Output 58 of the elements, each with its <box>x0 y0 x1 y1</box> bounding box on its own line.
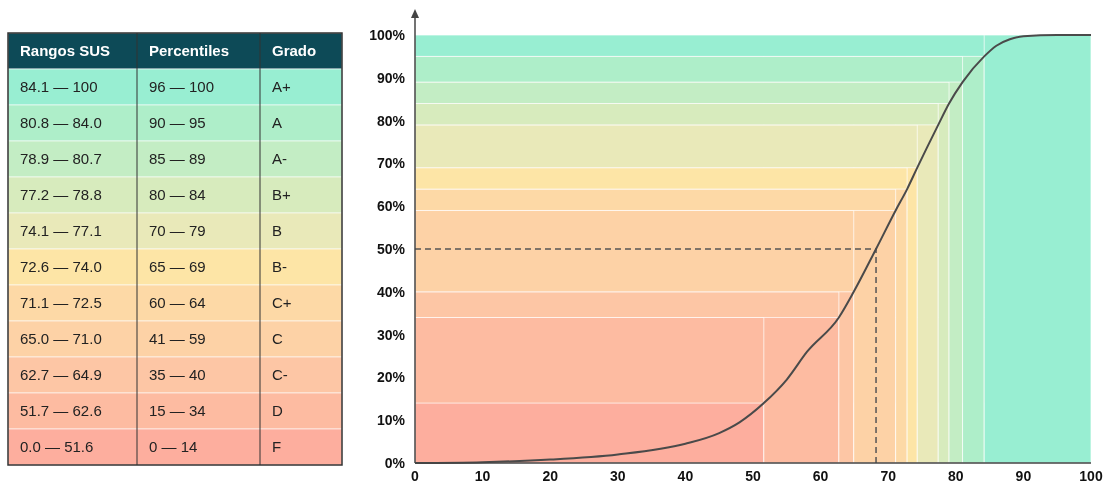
text: 65 — 69 <box>149 258 206 276</box>
text: 80.8 — 84.0 <box>20 114 102 132</box>
text: 90 — 95 <box>149 114 206 132</box>
x-tick-label: 80 <box>948 468 964 484</box>
text: A- <box>272 150 287 168</box>
x-tick-label: 0 <box>411 468 420 484</box>
text: Grado <box>272 42 317 60</box>
text: A <box>272 114 283 132</box>
x-tick-label: 40 <box>677 468 694 484</box>
text: 15 — 34 <box>149 402 206 420</box>
text: 51.7 — 62.6 <box>20 402 102 420</box>
x-tick-label: 60 <box>812 468 829 484</box>
text: C- <box>272 366 288 384</box>
text: B- <box>272 258 287 276</box>
y-tick-label: 70% <box>376 155 406 172</box>
text: 80 — 84 <box>149 186 206 204</box>
text: C+ <box>272 294 292 312</box>
x-tick-label: 90 <box>1015 468 1032 484</box>
text: 72.6 — 74.0 <box>20 258 102 276</box>
x-tick-label: 100 <box>1079 468 1103 484</box>
text: 96 — 100 <box>149 78 215 96</box>
text: 71.1 — 72.5 <box>20 294 102 312</box>
text: 41 — 59 <box>149 330 206 348</box>
text: 77.2 — 78.8 <box>20 186 102 204</box>
text: 0.0 — 51.6 <box>20 438 94 456</box>
y-tick-label: 0% <box>384 454 406 471</box>
text: Percentiles <box>149 42 230 60</box>
y-tick-label: 20% <box>376 369 406 386</box>
y-tick-label: 60% <box>376 198 406 215</box>
y-tick-label: 30% <box>376 326 406 343</box>
text: 62.7 — 64.9 <box>20 366 102 384</box>
y-tick-label: 10% <box>376 412 406 429</box>
text: B <box>272 222 283 240</box>
text: C <box>272 330 283 348</box>
text: 78.9 — 80.7 <box>20 150 102 168</box>
text: Rangos SUS <box>20 42 111 60</box>
text: 70 — 79 <box>149 222 206 240</box>
text: 65.0 — 71.0 <box>20 330 102 348</box>
y-tick-label: 100% <box>369 26 406 43</box>
text: 85 — 89 <box>149 150 206 168</box>
text: 0 — 14 <box>149 438 198 456</box>
text: D <box>272 402 283 420</box>
x-tick-label: 50 <box>745 468 761 484</box>
text: 35 — 40 <box>149 366 206 384</box>
text: 84.1 — 100 <box>20 78 98 96</box>
y-tick-label: 40% <box>376 283 406 300</box>
y-tick-label: 90% <box>376 69 406 86</box>
text: 60 — 64 <box>149 294 206 312</box>
text: F <box>272 438 282 456</box>
x-tick-label: 70 <box>880 468 897 484</box>
text: A+ <box>272 78 291 96</box>
text: 74.1 — 77.1 <box>20 222 102 240</box>
y-tick-label: 80% <box>376 112 406 129</box>
x-tick-label: 30 <box>610 468 626 484</box>
x-tick-label: 20 <box>542 468 559 484</box>
y-tick-label: 50% <box>376 240 406 257</box>
x-tick-label: 10 <box>474 468 491 484</box>
text: B+ <box>272 186 291 204</box>
